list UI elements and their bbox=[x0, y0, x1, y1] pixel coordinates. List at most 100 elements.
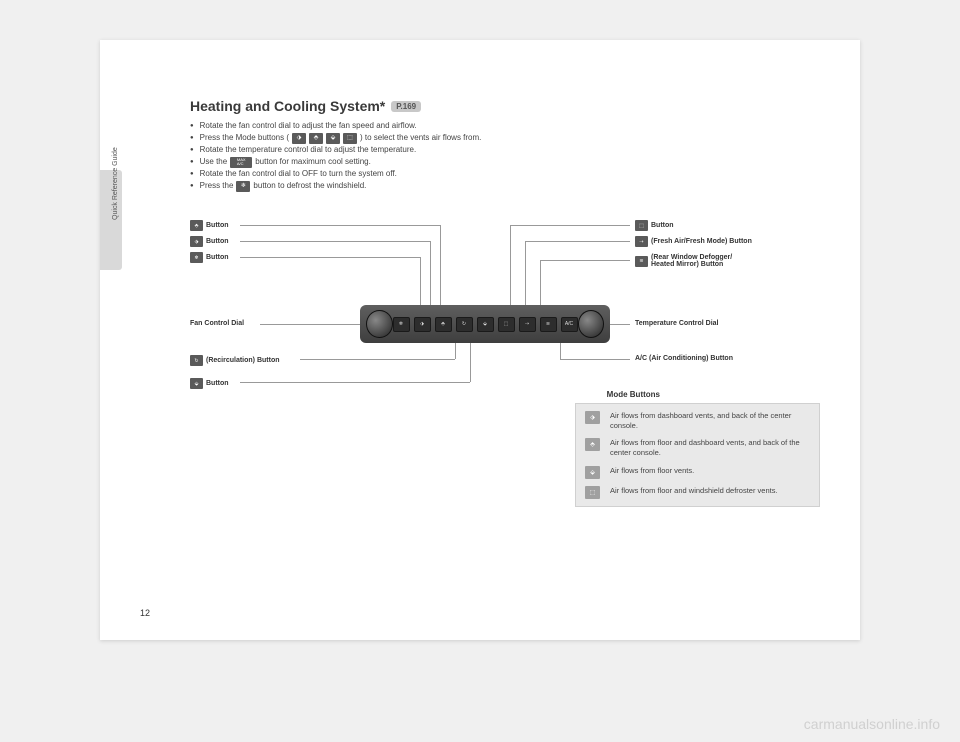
bilevel-mode-icon: ⬘ bbox=[585, 438, 600, 451]
floor-defrost-mode-icon: ⬚ bbox=[585, 486, 600, 499]
bullet-3-text: Rotate the temperature control dial to a… bbox=[200, 144, 417, 156]
mode-text: Air flows from floor vents. bbox=[610, 466, 694, 476]
recirc-icon: ↻ bbox=[190, 355, 203, 366]
bullet-5: Rotate the fan control dial to OFF to tu… bbox=[190, 168, 830, 180]
defrost-icon: ❄ bbox=[236, 181, 250, 192]
label-text: Button bbox=[206, 222, 229, 229]
leader-line bbox=[540, 260, 630, 261]
leader-line bbox=[300, 359, 455, 360]
vent-mode-icon: ⬗ bbox=[585, 411, 600, 424]
leader-line bbox=[455, 343, 456, 359]
bullet-6: Press the ❄ button to defrost the windsh… bbox=[190, 180, 830, 192]
leader-line bbox=[470, 343, 471, 382]
panel-button[interactable]: ⬗ bbox=[414, 317, 431, 332]
label-mode-btn-2: ⬗Button bbox=[190, 236, 229, 247]
leader-line bbox=[610, 324, 630, 325]
label-mode-btn-4: ⬙Button bbox=[190, 378, 229, 389]
bullet-list: Rotate the fan control dial to adjust th… bbox=[190, 120, 830, 192]
manual-page: Quick Reference Guide Heating and Coolin… bbox=[100, 40, 860, 640]
leader-line bbox=[560, 343, 561, 359]
leader-line bbox=[525, 241, 526, 305]
label-ac: A/C (Air Conditioning) Button bbox=[635, 355, 733, 362]
mode-row: ⬘ Air flows from floor and dashboard ven… bbox=[585, 438, 810, 458]
sidebar-label: Quick Reference Guide bbox=[112, 147, 119, 220]
label-text: Button bbox=[206, 238, 229, 245]
bullet-4-post: button for maximum cool setting. bbox=[255, 156, 371, 168]
floor-icon: ⬙ bbox=[326, 133, 340, 144]
mode-text: Air flows from floor and dashboard vents… bbox=[610, 438, 810, 458]
label-mode-btn-3: ❄Button bbox=[190, 252, 229, 263]
hvac-diagram: ⬘Button ⬗Button ❄Button Fan Control Dial… bbox=[190, 220, 830, 410]
mode-buttons-legend: ⬗ Air flows from dashboard vents, and ba… bbox=[575, 403, 820, 507]
panel-button[interactable]: ⇢ bbox=[519, 317, 536, 332]
label-text: (Recirculation) Button bbox=[206, 357, 280, 364]
panel-button[interactable]: ↻ bbox=[456, 317, 473, 332]
mode-text: Air flows from floor and windshield defr… bbox=[610, 486, 778, 496]
label-text: Button bbox=[651, 222, 674, 229]
bullet-1-text: Rotate the fan control dial to adjust th… bbox=[200, 120, 417, 132]
leader-line bbox=[510, 225, 511, 305]
label-text: (Rear Window Defogger/ Heated Mirror) Bu… bbox=[651, 254, 732, 268]
bullet-6-pre: Press the bbox=[200, 180, 234, 192]
page-number: 12 bbox=[140, 608, 150, 618]
temperature-control-dial[interactable] bbox=[578, 310, 605, 338]
panel-button[interactable]: A/C bbox=[561, 317, 578, 332]
leader-line bbox=[240, 382, 470, 383]
label-text: Button bbox=[206, 380, 229, 387]
content-area: Heating and Cooling System* P.169 Rotate… bbox=[190, 98, 830, 410]
leader-line bbox=[525, 241, 630, 242]
mode-row: ⬚ Air flows from floor and windshield de… bbox=[585, 486, 810, 499]
panel-button[interactable]: ❄ bbox=[393, 317, 410, 332]
panel-button[interactable]: ⬙ bbox=[477, 317, 494, 332]
leader-line bbox=[560, 359, 630, 360]
bullet-3: Rotate the temperature control dial to a… bbox=[190, 144, 830, 156]
fresh-air-icon: ⇢ bbox=[635, 236, 648, 247]
label-recirc: ↻(Recirculation) Button bbox=[190, 355, 280, 366]
bullet-2: Press the Mode buttons ( ⬗ ⬘ ⬙ ⬚ ) to se… bbox=[190, 132, 830, 144]
button-row: ❄ ⬗ ⬘ ↻ ⬙ ⬚ ⇢ ≋ A/C bbox=[393, 317, 578, 332]
vent-icon: ⬗ bbox=[292, 133, 306, 144]
panel-button[interactable]: ≋ bbox=[540, 317, 557, 332]
leader-line bbox=[240, 225, 440, 226]
bullet-5-text: Rotate the fan control dial to OFF to tu… bbox=[200, 168, 397, 180]
bullet-4-pre: Use the bbox=[200, 156, 228, 168]
mode-row: ⬗ Air flows from dashboard vents, and ba… bbox=[585, 411, 810, 431]
rear-defog-icon: ≋ bbox=[635, 256, 648, 267]
label-fresh: ⇢(Fresh Air/Fresh Mode) Button bbox=[635, 236, 752, 247]
leader-line bbox=[440, 225, 441, 305]
label-r-btn-1: ⬚Button bbox=[635, 220, 674, 231]
leader-line bbox=[260, 324, 360, 325]
leader-line bbox=[540, 260, 541, 305]
bullet-2-post: ) to select the vents air flows from. bbox=[360, 132, 481, 144]
mode-text: Air flows from dashboard vents, and back… bbox=[610, 411, 810, 431]
leader-line bbox=[430, 241, 431, 305]
page-title: Heating and Cooling System* bbox=[190, 98, 385, 114]
mini-icon: ⬙ bbox=[190, 378, 203, 389]
mode-row: ⬙ Air flows from floor vents. bbox=[585, 466, 810, 479]
floor-mode-icon: ⬙ bbox=[585, 466, 600, 479]
label-text: Button bbox=[206, 254, 229, 261]
leader-line bbox=[420, 257, 421, 305]
label-text: (Fresh Air/Fresh Mode) Button bbox=[651, 238, 752, 245]
mini-icon: ❄ bbox=[190, 252, 203, 263]
label-rear-def: ≋(Rear Window Defogger/ Heated Mirror) B… bbox=[635, 254, 732, 268]
page-ref-badge: P.169 bbox=[391, 101, 421, 112]
mini-icon: ⬗ bbox=[190, 236, 203, 247]
bilevel-icon: ⬘ bbox=[309, 133, 323, 144]
mini-icon: ⬘ bbox=[190, 220, 203, 231]
bullet-1: Rotate the fan control dial to adjust th… bbox=[190, 120, 830, 132]
label-temp-dial: Temperature Control Dial bbox=[635, 320, 719, 327]
floor-defrost-icon: ⬚ bbox=[343, 133, 357, 144]
leader-line bbox=[240, 257, 420, 258]
label-fan-dial: Fan Control Dial bbox=[190, 320, 244, 327]
title-row: Heating and Cooling System* P.169 bbox=[190, 98, 830, 114]
hvac-control-panel: ❄ ⬗ ⬘ ↻ ⬙ ⬚ ⇢ ≋ A/C bbox=[360, 305, 610, 343]
panel-button[interactable]: ⬚ bbox=[498, 317, 515, 332]
bullet-6-post: button to defrost the windshield. bbox=[253, 180, 366, 192]
fan-control-dial[interactable] bbox=[366, 310, 393, 338]
leader-line bbox=[510, 225, 630, 226]
mode-buttons-title: Mode Buttons bbox=[607, 390, 660, 399]
mini-icon: ⬚ bbox=[635, 220, 648, 231]
label-mode-btn-1: ⬘Button bbox=[190, 220, 229, 231]
panel-button[interactable]: ⬘ bbox=[435, 317, 452, 332]
